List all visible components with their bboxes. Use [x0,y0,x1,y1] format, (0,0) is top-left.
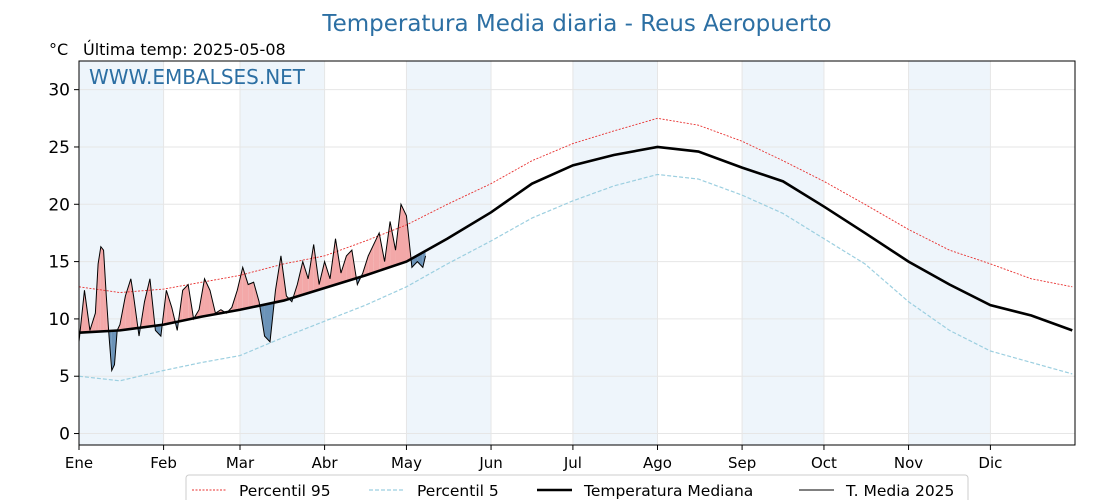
fill-above-median [98,246,101,332]
y-axis: 0 5 10 15 20 25 30 [48,81,79,445]
x-tick-label: Abr [312,454,339,472]
x-tick-label: Nov [894,454,923,472]
fill-above-median [302,261,309,295]
fill-above-median [308,244,314,294]
month-bands [79,61,991,445]
grid-lines [78,61,1075,445]
fill-above-median [373,232,380,273]
series-lines [78,117,1073,382]
watermark: WWW.EMBALSES.NET [89,65,306,89]
fill-above-median [144,278,150,328]
x-tick-label: Sep [728,454,756,472]
legend-label: Percentil 95 [239,482,331,500]
fill-below-median [155,325,161,337]
legend: Percentil 95 Percentil 5 Temperatura Media… [185,474,969,500]
month-band [908,61,991,445]
month-band [572,61,658,445]
line-percentil-5 [78,173,1073,382]
x-tick-label: Oct [811,454,837,472]
y-tick-label: 5 [59,367,70,387]
fill-above-median [324,261,331,288]
legend-label: Percentil 5 [417,482,499,500]
y-tick-label: 30 [48,81,70,101]
fill-above-median [237,267,243,311]
x-tick-label: Feb [150,454,177,472]
last-temp-label: Última temp: 2025-05-08 [83,40,286,59]
fill-below-median [111,330,115,371]
fill-above-median [390,221,396,268]
x-tick-label: Jun [478,454,502,472]
fill-above-median [248,282,254,309]
fill-above-median [400,204,407,264]
x-tick-label: Ago [643,454,672,472]
legend-label: Temperatura Mediana [583,482,753,500]
x-tick-label: Mar [226,454,255,472]
y-tick-label: 25 [48,138,70,158]
y-tick-label: 0 [59,425,70,445]
plot-frame [78,60,1076,446]
fill-above-median [182,284,189,321]
y-tick-label: 20 [48,195,70,215]
fill-above-median [100,246,104,332]
x-tick-label: Dic [978,454,1002,472]
chart-title: Temperatura Media diaria - Reus Aeropuer… [321,11,831,37]
x-tick-label: Ene [65,454,93,472]
line-t-media-2025 [78,202,427,373]
x-axis: Ene Feb Mar Abr May Jun Jul Ago Sep Oct Nov Dic [65,445,1002,472]
unit-label: °C [49,40,68,59]
fill-below-median [264,303,271,342]
fill-above-median [297,261,303,297]
month-band [406,61,492,445]
month-band [742,61,824,445]
y-tick-label: 15 [48,253,70,273]
fill-above-median [346,250,352,282]
fill-above-median [368,244,374,275]
fill-above-median [340,255,347,283]
y-tick-label: 10 [48,310,70,330]
legend-box [185,474,969,500]
line-temperatura-mediana [78,145,1073,334]
legend-label: T. Media 2025 [845,482,954,500]
month-band [239,61,325,445]
month-band [79,61,164,445]
fill-above-median [242,267,249,310]
x-tick-label: Jul [563,454,582,472]
fill-above-median [166,290,172,325]
x-tick-label: May [391,454,422,472]
line-percentil-95 [78,117,1073,293]
